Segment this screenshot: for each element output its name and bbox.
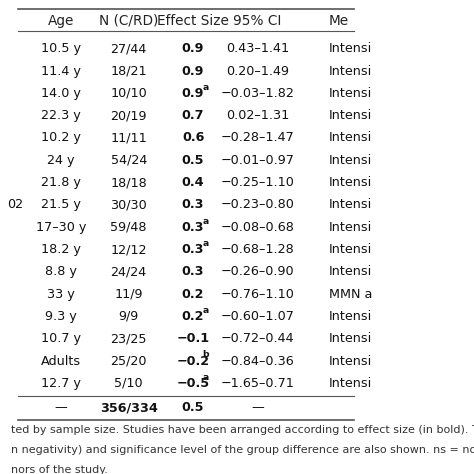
Text: 24 y: 24 y: [47, 154, 74, 167]
Text: 25/20: 25/20: [110, 355, 147, 367]
Text: MMN a: MMN a: [329, 288, 373, 301]
Text: 14.0 y: 14.0 y: [41, 87, 81, 100]
Text: 10.5 y: 10.5 y: [41, 42, 81, 55]
Text: 27/44: 27/44: [110, 42, 147, 55]
Text: 21.8 y: 21.8 y: [41, 176, 81, 189]
Text: 11.4 y: 11.4 y: [41, 64, 81, 78]
Text: 18/21: 18/21: [110, 64, 147, 78]
Text: Intensi: Intensi: [329, 109, 372, 122]
Text: 10/10: 10/10: [110, 87, 147, 100]
Text: Intensi: Intensi: [329, 243, 372, 256]
Text: Intensi: Intensi: [329, 265, 372, 278]
Text: nors of the study.: nors of the study.: [11, 465, 108, 474]
Text: 356/334: 356/334: [100, 401, 158, 414]
Text: 54/24: 54/24: [110, 154, 147, 167]
Text: 02: 02: [7, 199, 23, 211]
Text: −0.1: −0.1: [176, 332, 210, 345]
Text: Intensi: Intensi: [329, 131, 372, 145]
Text: Intensi: Intensi: [329, 310, 372, 323]
Text: −1.65–0.71: −1.65–0.71: [220, 377, 294, 390]
Text: −0.25–1.10: −0.25–1.10: [220, 176, 294, 189]
Text: 5/10: 5/10: [114, 377, 143, 390]
Text: Effect Size: Effect Size: [157, 14, 229, 28]
Text: —: —: [251, 401, 264, 414]
Text: Intensi: Intensi: [329, 199, 372, 211]
Text: Intensi: Intensi: [329, 332, 372, 345]
Text: ted by sample size. Studies have been arranged according to effect size (in bold: ted by sample size. Studies have been ar…: [11, 425, 474, 435]
Text: Intensi: Intensi: [329, 355, 372, 367]
Text: n negativity) and significance level of the group difference are also shown. ns : n negativity) and significance level of …: [11, 445, 474, 455]
Text: 0.9: 0.9: [182, 42, 204, 55]
Text: —: —: [55, 401, 67, 414]
Text: Intensi: Intensi: [329, 221, 372, 234]
Text: 0.5: 0.5: [182, 401, 204, 414]
Text: 0.7: 0.7: [182, 109, 204, 122]
Text: −0.72–0.44: −0.72–0.44: [220, 332, 294, 345]
Text: Age: Age: [47, 14, 74, 28]
Text: −0.60–1.07: −0.60–1.07: [220, 310, 294, 323]
Text: 24/24: 24/24: [110, 265, 147, 278]
Text: 0.20–1.49: 0.20–1.49: [226, 64, 289, 78]
Text: −0.28–1.47: −0.28–1.47: [220, 131, 294, 145]
Text: −0.76–1.10: −0.76–1.10: [220, 288, 294, 301]
Text: −0.01–0.97: −0.01–0.97: [220, 154, 294, 167]
Text: Me: Me: [329, 14, 349, 28]
Text: Intensi: Intensi: [329, 377, 372, 390]
Text: 0.6: 0.6: [182, 131, 204, 145]
Text: N (C/RD): N (C/RD): [99, 14, 158, 28]
Text: 18/18: 18/18: [110, 176, 147, 189]
Text: 0.4: 0.4: [182, 176, 204, 189]
Text: 22.3 y: 22.3 y: [41, 109, 81, 122]
Text: a: a: [203, 83, 209, 92]
Text: a: a: [203, 306, 209, 315]
Text: 10.2 y: 10.2 y: [41, 131, 81, 145]
Text: 12.7 y: 12.7 y: [41, 377, 81, 390]
Text: −0.08–0.68: −0.08–0.68: [220, 221, 294, 234]
Text: a: a: [203, 239, 209, 248]
Text: 0.43–1.41: 0.43–1.41: [226, 42, 289, 55]
Text: Intensi: Intensi: [329, 42, 372, 55]
Text: 59/48: 59/48: [110, 221, 147, 234]
Text: 0.3: 0.3: [182, 265, 204, 278]
Text: 30/30: 30/30: [110, 199, 147, 211]
Text: 0.5: 0.5: [182, 154, 204, 167]
Text: 11/9: 11/9: [115, 288, 143, 301]
Text: a: a: [203, 373, 209, 382]
Text: 10.7 y: 10.7 y: [41, 332, 81, 345]
Text: 20/19: 20/19: [110, 109, 147, 122]
Text: 0.2: 0.2: [182, 288, 204, 301]
Text: −0.26–0.90: −0.26–0.90: [220, 265, 294, 278]
Text: −0.68–1.28: −0.68–1.28: [220, 243, 294, 256]
Text: −0.5: −0.5: [176, 377, 210, 390]
Text: 9/9: 9/9: [118, 310, 139, 323]
Text: 0.3: 0.3: [182, 243, 204, 256]
Text: −0.23–0.80: −0.23–0.80: [220, 199, 294, 211]
Text: 0.3: 0.3: [182, 199, 204, 211]
Text: a: a: [203, 217, 209, 226]
Text: 0.3: 0.3: [182, 221, 204, 234]
Text: Intensi: Intensi: [329, 154, 372, 167]
Text: 21.5 y: 21.5 y: [41, 199, 81, 211]
Text: 33 y: 33 y: [47, 288, 75, 301]
Text: −0.03–1.82: −0.03–1.82: [220, 87, 294, 100]
Text: Adults: Adults: [41, 355, 81, 367]
Text: Intensi: Intensi: [329, 87, 372, 100]
Text: Intensi: Intensi: [329, 64, 372, 78]
Text: 9.3 y: 9.3 y: [45, 310, 77, 323]
Text: 12/12: 12/12: [110, 243, 147, 256]
Text: −0.2: −0.2: [176, 355, 210, 367]
Text: b: b: [203, 350, 210, 359]
Text: Intensi: Intensi: [329, 176, 372, 189]
Text: 0.9: 0.9: [182, 64, 204, 78]
Text: 8.8 y: 8.8 y: [45, 265, 77, 278]
Text: 23/25: 23/25: [110, 332, 147, 345]
Text: −0.84–0.36: −0.84–0.36: [220, 355, 294, 367]
Text: 0.2: 0.2: [182, 310, 204, 323]
Text: 95% CI: 95% CI: [233, 14, 282, 28]
Text: 0.9: 0.9: [182, 87, 204, 100]
Text: 0.02–1.31: 0.02–1.31: [226, 109, 289, 122]
Text: 17–30 y: 17–30 y: [36, 221, 86, 234]
Text: 11/11: 11/11: [110, 131, 147, 145]
Text: 18.2 y: 18.2 y: [41, 243, 81, 256]
